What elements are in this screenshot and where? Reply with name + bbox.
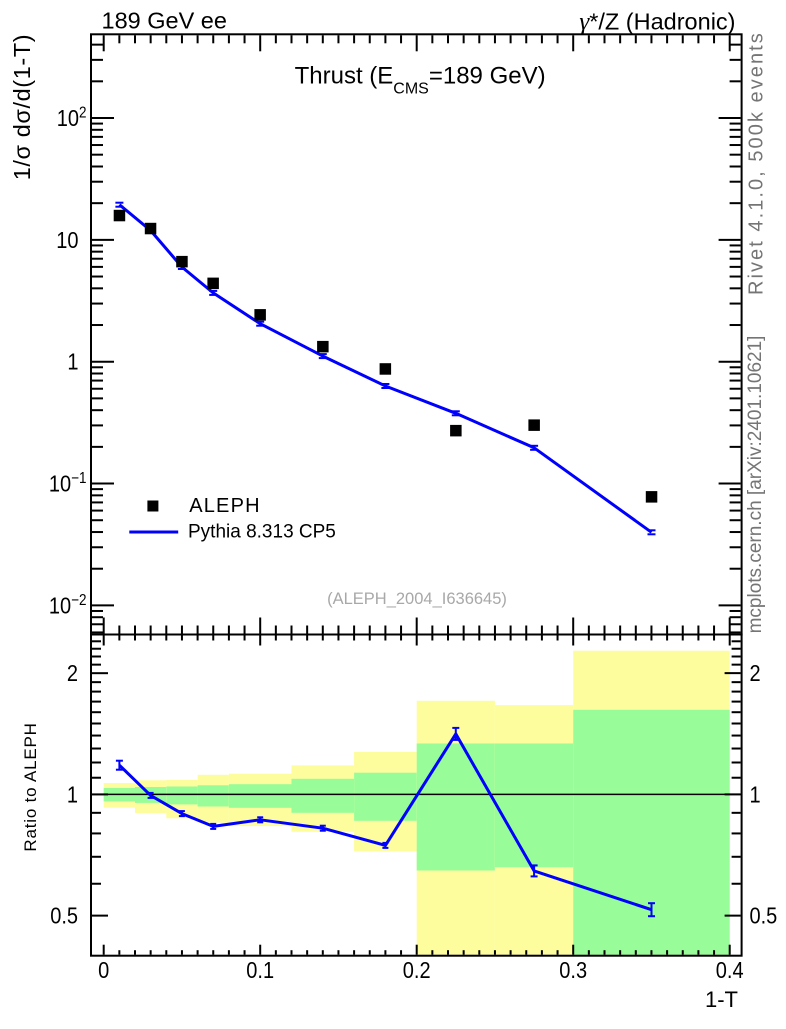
svg-text:Ratio to ALEPH: Ratio to ALEPH	[21, 722, 40, 851]
svg-text:Rivet 4.1.0, 500k events: Rivet 4.1.0, 500k events	[746, 31, 768, 295]
svg-text:0.2: 0.2	[403, 957, 431, 984]
svg-text:10−1: 10−1	[49, 470, 87, 497]
svg-text:1: 1	[750, 781, 761, 808]
svg-text:ALEPH: ALEPH	[189, 495, 261, 517]
svg-text:1-T: 1-T	[705, 987, 738, 1012]
svg-text:0.5: 0.5	[750, 902, 778, 929]
svg-text:mcplots.cern.ch [arXiv:2401.10: mcplots.cern.ch [arXiv:2401.10621]	[745, 336, 766, 634]
svg-text:10: 10	[56, 226, 78, 253]
svg-text:2: 2	[67, 660, 78, 687]
svg-text:(ALEPH_2004_I636645): (ALEPH_2004_I636645)	[327, 590, 507, 608]
svg-text:189 GeV ee: 189 GeV ee	[102, 8, 227, 34]
svg-text:γ*/Z (Hadronic): γ*/Z (Hadronic)	[579, 9, 735, 36]
svg-text:1/σ dσ/d(1-T): 1/σ dσ/d(1-T)	[9, 34, 35, 181]
svg-text:0.3: 0.3	[559, 957, 587, 984]
svg-text:0: 0	[98, 957, 109, 984]
svg-text:1: 1	[67, 781, 78, 808]
svg-text:1: 1	[67, 348, 78, 375]
svg-text:Pythia 8.313 CP5: Pythia 8.313 CP5	[188, 522, 336, 543]
svg-text:0.4: 0.4	[716, 957, 744, 984]
svg-text:2: 2	[750, 660, 761, 687]
svg-text:0.5: 0.5	[50, 902, 78, 929]
svg-text:0.1: 0.1	[246, 957, 274, 984]
